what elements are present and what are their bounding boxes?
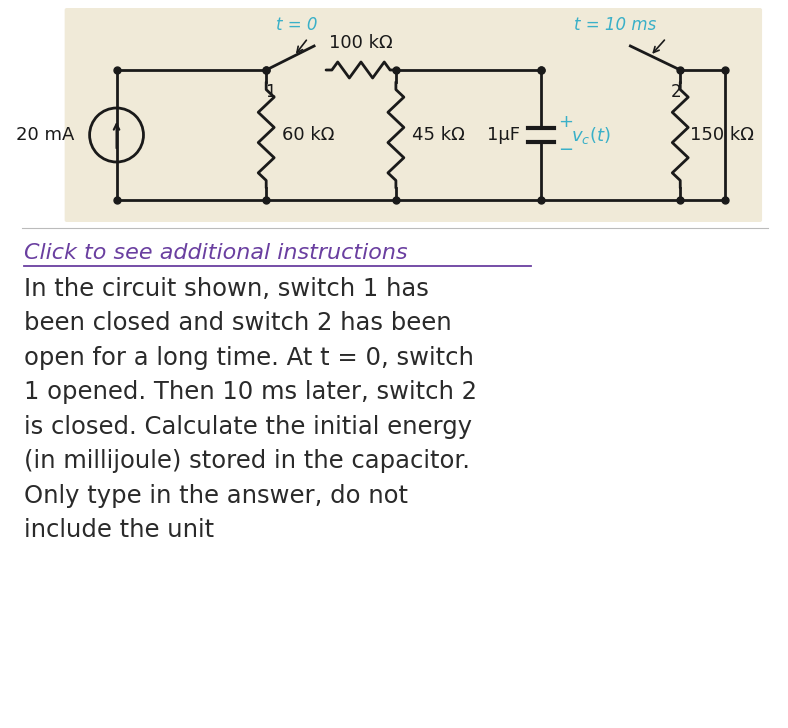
Text: 100 kΩ: 100 kΩ [329,34,392,52]
Text: 45 kΩ: 45 kΩ [412,126,465,144]
Text: 60 kΩ: 60 kΩ [282,126,335,144]
Text: +: + [559,113,574,131]
Text: t = 0: t = 0 [276,16,318,34]
FancyBboxPatch shape [65,8,762,222]
Text: $v_c(t)$: $v_c(t)$ [571,124,611,146]
Text: In the circuit shown, switch 1 has
been closed and switch 2 has been
open for a : In the circuit shown, switch 1 has been … [24,277,477,542]
Text: Click to see additional instructions: Click to see additional instructions [24,243,407,263]
Text: 150 kΩ: 150 kΩ [690,126,754,144]
Text: t = 10 ms: t = 10 ms [574,16,656,34]
Text: 1μF: 1μF [487,126,519,144]
Text: 2: 2 [671,83,682,101]
Text: 1: 1 [265,83,276,101]
Text: −: − [559,141,574,159]
Text: 20 mA: 20 mA [17,126,75,144]
